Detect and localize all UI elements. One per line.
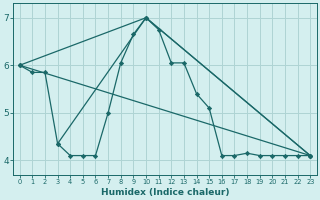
X-axis label: Humidex (Indice chaleur): Humidex (Indice chaleur) (101, 188, 229, 197)
